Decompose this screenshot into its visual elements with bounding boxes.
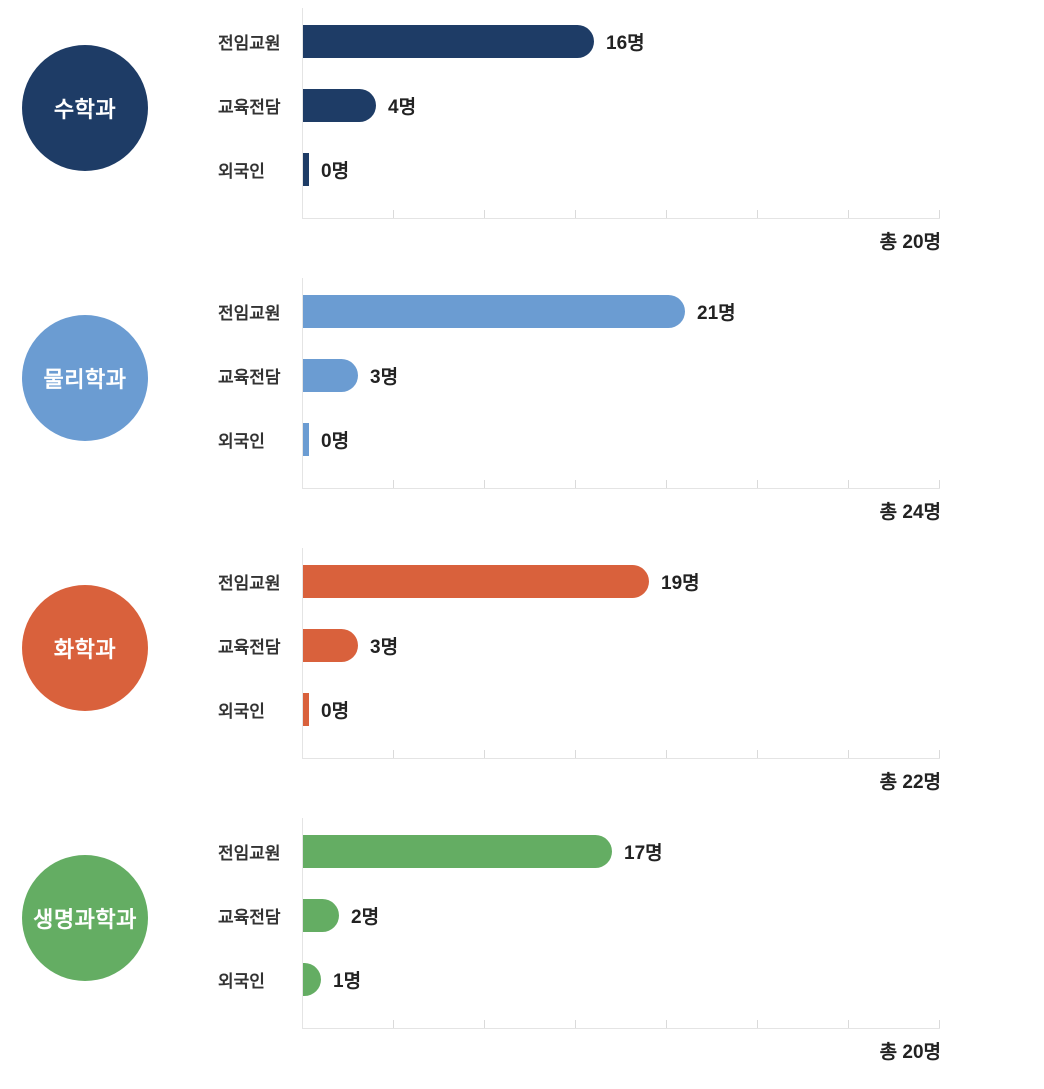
y-axis-line <box>302 278 303 488</box>
category-label: 교육전담 <box>218 98 281 117</box>
category-label: 외국인 <box>218 162 265 181</box>
bar-row: 교육전담 3명 <box>218 629 1044 662</box>
value-label: 1명 <box>333 971 362 992</box>
bar-row: 외국인 1명 <box>218 963 1044 996</box>
bar-row: 외국인 0명 <box>218 693 1044 726</box>
y-axis-line <box>302 8 303 218</box>
department-badge: 수학과 <box>22 45 148 171</box>
bar <box>303 899 339 932</box>
category-label: 전임교원 <box>218 574 281 593</box>
bar <box>303 963 321 996</box>
total-label: 총 20명 <box>879 232 941 253</box>
bar <box>303 295 685 328</box>
category-label: 외국인 <box>218 432 265 451</box>
bar-row: 외국인 0명 <box>218 153 1044 186</box>
bar <box>303 423 309 456</box>
bar <box>303 835 612 868</box>
value-label: 0명 <box>321 431 350 452</box>
value-label: 19명 <box>661 573 700 594</box>
bar <box>303 153 309 186</box>
x-axis-line <box>302 488 940 489</box>
x-axis-line <box>302 758 940 759</box>
total-label: 총 20명 <box>879 1042 941 1063</box>
category-label: 전임교원 <box>218 844 281 863</box>
category-label: 교육전담 <box>218 908 281 927</box>
bar-row: 전임교원 19명 <box>218 565 1044 598</box>
bar-row: 전임교원 21명 <box>218 295 1044 328</box>
department-badge: 화학과 <box>22 585 148 711</box>
category-label: 교육전담 <box>218 638 281 657</box>
bar-row: 교육전담 3명 <box>218 359 1044 392</box>
department-section-math: 수학과 전임교원 16명 교육전담 4명 외국인 0명 총 20명 <box>0 0 1044 270</box>
total-label: 총 24명 <box>879 502 941 523</box>
value-label: 0명 <box>321 161 350 182</box>
department-section-chemistry: 화학과 전임교원 19명 교육전담 3명 외국인 0명 총 22명 <box>0 540 1044 810</box>
department-name: 수학과 <box>53 97 117 122</box>
bar <box>303 629 358 662</box>
bar <box>303 359 358 392</box>
department-section-life-science: 생명과학과 전임교원 17명 교육전담 2명 외국인 1명 총 20명 <box>0 810 1044 1080</box>
value-label: 16명 <box>606 33 645 54</box>
department-name: 화학과 <box>53 637 117 662</box>
value-label: 2명 <box>351 907 380 928</box>
bar <box>303 89 376 122</box>
department-section-physics: 물리학과 전임교원 21명 교육전담 3명 외국인 0명 총 24명 <box>0 270 1044 540</box>
department-name: 생명과학과 <box>33 907 137 932</box>
category-label: 외국인 <box>218 972 265 991</box>
category-label: 전임교원 <box>218 34 281 53</box>
value-label: 21명 <box>697 303 736 324</box>
value-label: 3명 <box>370 367 399 388</box>
value-label: 17명 <box>624 843 663 864</box>
bar <box>303 25 594 58</box>
category-label: 외국인 <box>218 702 265 721</box>
bar <box>303 565 649 598</box>
total-label: 총 22명 <box>879 772 941 793</box>
y-axis-line <box>302 818 303 1028</box>
value-label: 0명 <box>321 701 350 722</box>
y-axis-line <box>302 548 303 758</box>
bar-row: 전임교원 16명 <box>218 25 1044 58</box>
bar <box>303 693 309 726</box>
x-axis-line <box>302 1028 940 1029</box>
bar-row: 교육전담 4명 <box>218 89 1044 122</box>
value-label: 3명 <box>370 637 399 658</box>
category-label: 교육전담 <box>218 368 281 387</box>
department-badge: 물리학과 <box>22 315 148 441</box>
bar-row: 전임교원 17명 <box>218 835 1044 868</box>
bar-row: 외국인 0명 <box>218 423 1044 456</box>
category-label: 전임교원 <box>218 304 281 323</box>
department-badge: 생명과학과 <box>22 855 148 981</box>
x-axis-line <box>302 218 940 219</box>
bar-row: 교육전담 2명 <box>218 899 1044 932</box>
department-name: 물리학과 <box>43 367 127 392</box>
value-label: 4명 <box>388 97 417 118</box>
